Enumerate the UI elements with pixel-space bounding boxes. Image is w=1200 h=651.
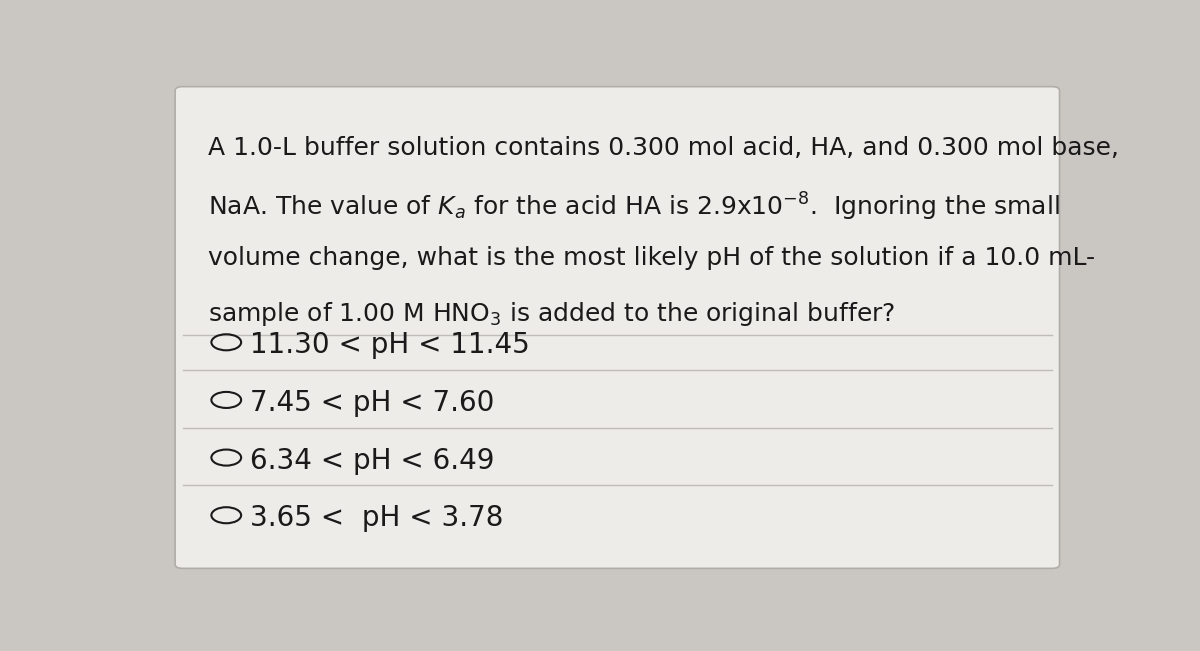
Text: 11.30 < pH < 11.45: 11.30 < pH < 11.45 bbox=[251, 331, 530, 359]
Text: NaA. The value of $K_a$ for the acid HA is 2.9x10$^{-8}$.  Ignoring the small: NaA. The value of $K_a$ for the acid HA … bbox=[208, 191, 1060, 223]
Text: volume change, what is the most likely pH of the solution if a 10.0 mL-: volume change, what is the most likely p… bbox=[208, 246, 1094, 270]
Text: 7.45 < pH < 7.60: 7.45 < pH < 7.60 bbox=[251, 389, 494, 417]
FancyBboxPatch shape bbox=[175, 87, 1060, 568]
Text: 6.34 < pH < 6.49: 6.34 < pH < 6.49 bbox=[251, 447, 494, 475]
Text: A 1.0-L buffer solution contains 0.300 mol acid, HA, and 0.300 mol base,: A 1.0-L buffer solution contains 0.300 m… bbox=[208, 136, 1118, 159]
Text: 3.65 <  pH < 3.78: 3.65 < pH < 3.78 bbox=[251, 504, 504, 533]
Text: sample of 1.00 M HNO$_3$ is added to the original buffer?: sample of 1.00 M HNO$_3$ is added to the… bbox=[208, 299, 895, 327]
